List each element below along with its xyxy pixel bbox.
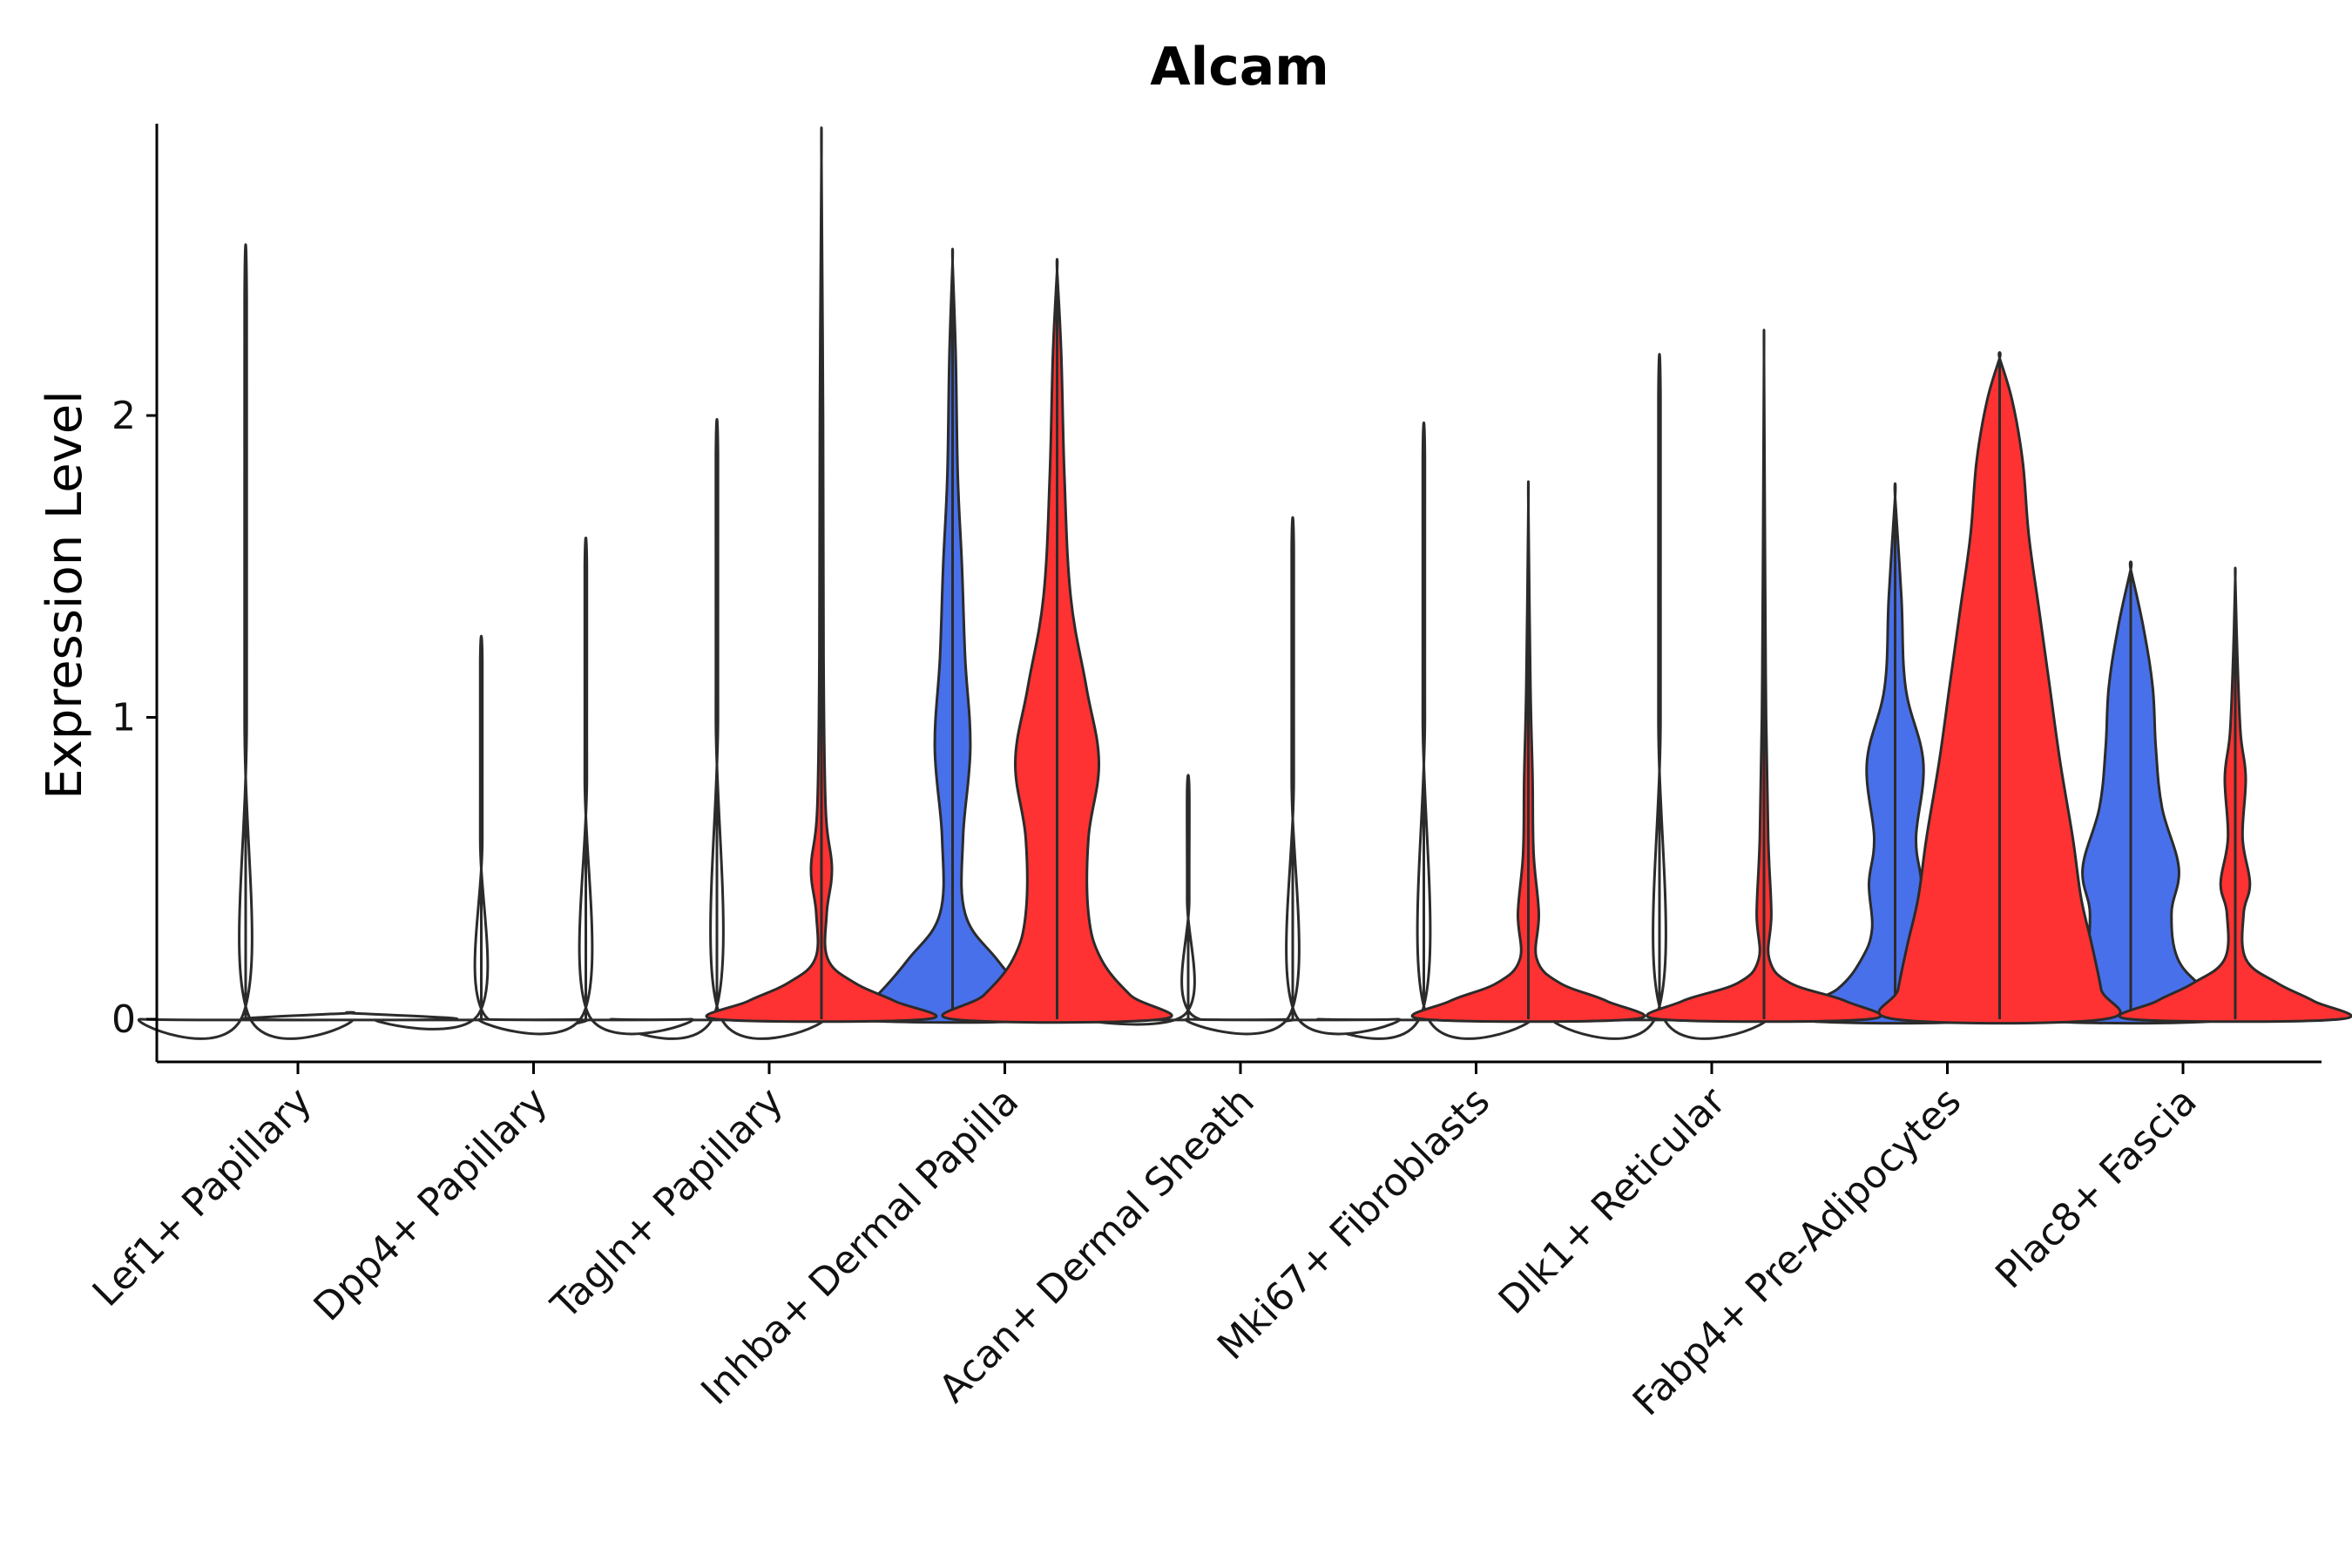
- category-label-2: Dpp4+ Papillary: [306, 1079, 557, 1330]
- violin-red-1: [241, 1010, 459, 1022]
- y-axis-label: Expression Level: [37, 390, 93, 800]
- category-label-9: Plac8+ Fascia: [1987, 1079, 2206, 1298]
- y-tick-label-1: 1: [112, 696, 136, 740]
- y-tick-label-0: 0: [112, 997, 136, 1042]
- category-label-3: Tagln+ Papillary: [543, 1079, 792, 1328]
- y-tick-label-2: 2: [112, 394, 136, 438]
- chart-title: Alcam: [1150, 37, 1329, 98]
- category-label-6: Mki67+ Fibroblasts: [1209, 1079, 1498, 1369]
- violins-layer: [137, 126, 2352, 1040]
- category-label-1: Lef1+ Papillary: [84, 1079, 321, 1315]
- category-label-7: Dlk1+ Reticular: [1490, 1078, 1735, 1323]
